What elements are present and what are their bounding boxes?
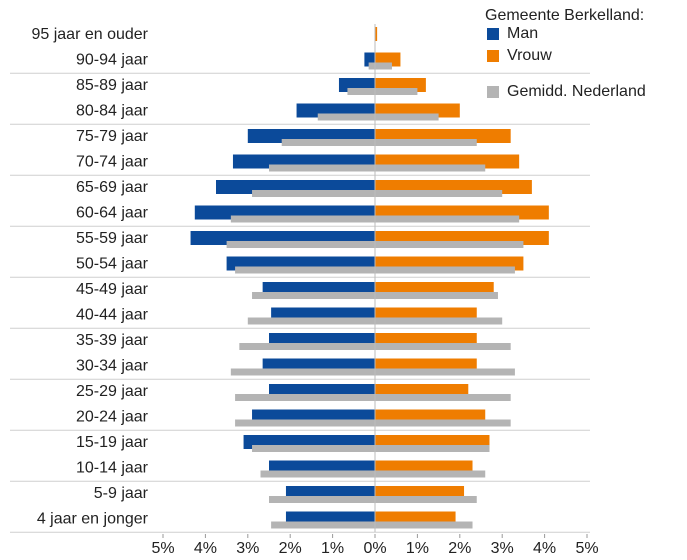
reference-bar <box>269 164 375 172</box>
y-tick-label: 55-59 jaar <box>76 230 149 247</box>
x-tick-label: 4% <box>194 540 217 557</box>
y-tick-label: 45-49 jaar <box>76 281 149 298</box>
reference-bar <box>247 317 375 325</box>
x-tick-label: 0% <box>363 540 386 557</box>
y-tick-label: 95 jaar en ouder <box>31 26 148 43</box>
reference-bar <box>271 521 375 529</box>
reference-bar <box>368 62 375 70</box>
reference-bar <box>375 292 498 299</box>
x-tick-label: 1% <box>321 540 344 557</box>
bar <box>375 27 378 41</box>
reference-bar <box>375 445 490 452</box>
y-tick-label: 85-89 jaar <box>76 77 149 94</box>
legend-swatch <box>487 86 499 98</box>
legend-label: Gemidd. Nederland <box>507 83 646 100</box>
y-tick-label: 30-34 jaar <box>76 358 149 375</box>
y-tick-label: 20-24 jaar <box>76 409 149 426</box>
reference-bar <box>375 317 503 325</box>
y-tick-label: 40-44 jaar <box>76 307 149 324</box>
reference-bar <box>375 215 520 223</box>
y-tick-label: 25-29 jaar <box>76 383 149 400</box>
reference-bar <box>375 419 511 427</box>
y-tick-label: 80-84 jaar <box>76 103 149 120</box>
y-tick-label: 35-39 jaar <box>76 332 149 349</box>
reference-bar <box>375 190 503 197</box>
reference-bar <box>269 496 375 503</box>
reference-bar <box>235 394 375 401</box>
legend-swatch <box>487 28 499 40</box>
reference-bar <box>230 215 375 223</box>
reference-bar <box>235 419 375 427</box>
x-tick-label: 3% <box>236 540 259 557</box>
reference-bar <box>239 343 375 350</box>
y-tick-label: 4 jaar en jonger <box>37 511 149 528</box>
reference-bar <box>235 266 375 274</box>
legend-label: Vrouw <box>507 47 552 64</box>
reference-bar <box>347 88 375 95</box>
reference-bar <box>375 343 511 350</box>
x-tick-label: 4% <box>533 540 556 557</box>
y-tick-label: 15-19 jaar <box>76 434 149 451</box>
x-tick-label: 1% <box>406 540 429 557</box>
reference-bar <box>375 113 439 121</box>
y-tick-label: 75-79 jaar <box>76 128 149 145</box>
reference-bar <box>375 368 515 376</box>
legend-label: Man <box>507 25 538 42</box>
y-tick-label: 60-64 jaar <box>76 205 149 222</box>
legend-swatch <box>487 50 499 62</box>
reference-bar <box>260 470 375 478</box>
reference-bar <box>375 88 418 95</box>
y-tick-label: 10-14 jaar <box>76 460 149 477</box>
bar <box>364 52 375 67</box>
reference-bar <box>252 445 375 452</box>
reference-bar <box>375 139 477 146</box>
y-tick-label: 50-54 jaar <box>76 256 149 273</box>
x-tick-label: 2% <box>448 540 471 557</box>
reference-bar <box>375 470 486 478</box>
legend-title: Gemeente Berkelland: <box>485 7 644 24</box>
reference-bar <box>375 496 477 503</box>
reference-bar <box>375 62 392 70</box>
reference-bar <box>375 394 511 401</box>
x-tick-label: 2% <box>279 540 302 557</box>
reference-bar <box>252 190 375 197</box>
reference-bar <box>226 241 375 248</box>
y-tick-label: 5-9 jaar <box>94 485 149 502</box>
x-tick-label: 3% <box>491 540 514 557</box>
reference-bar <box>375 266 515 274</box>
reference-bar <box>375 521 473 529</box>
y-tick-label: 70-74 jaar <box>76 154 149 171</box>
x-tick-label: 5% <box>575 540 598 557</box>
reference-bar <box>375 241 524 248</box>
y-tick-label: 65-69 jaar <box>76 179 149 196</box>
reference-bar <box>230 368 375 376</box>
reference-bar <box>375 164 486 172</box>
y-tick-label: 90-94 jaar <box>76 52 149 69</box>
x-tick-label: 5% <box>151 540 174 557</box>
reference-bar <box>252 292 375 299</box>
reference-bar <box>317 113 375 121</box>
reference-bar <box>281 139 375 146</box>
